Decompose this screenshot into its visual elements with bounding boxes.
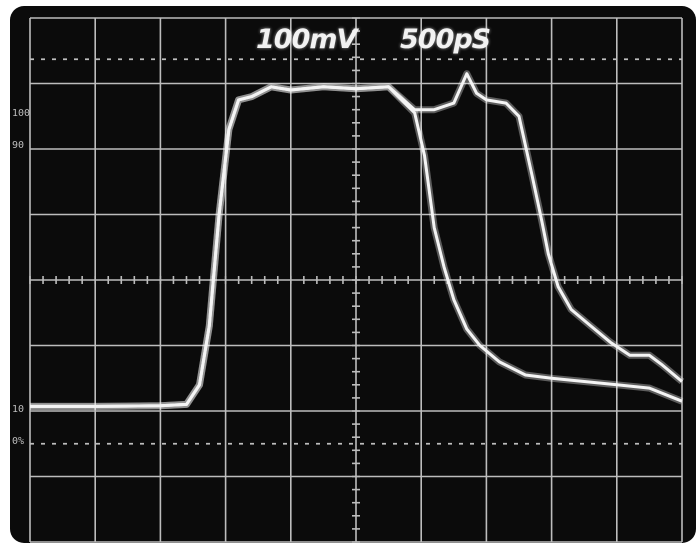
marker-90: 90: [12, 140, 25, 151]
marker-100: 100: [12, 108, 31, 119]
waveform-traces: [30, 70, 685, 410]
time-per-div-readout: 500pS: [400, 24, 491, 55]
volts-per-div-readout: 100mV: [256, 24, 357, 55]
graticule: [29, 17, 683, 543]
marker-0: 0%: [12, 436, 25, 447]
waveform-trace-2: [30, 72, 683, 408]
marker-10: 10: [12, 404, 25, 415]
oscilloscope-screen: 100mV 500pS 100 90 10 0%: [10, 6, 696, 543]
waveform-plot: [29, 17, 685, 543]
